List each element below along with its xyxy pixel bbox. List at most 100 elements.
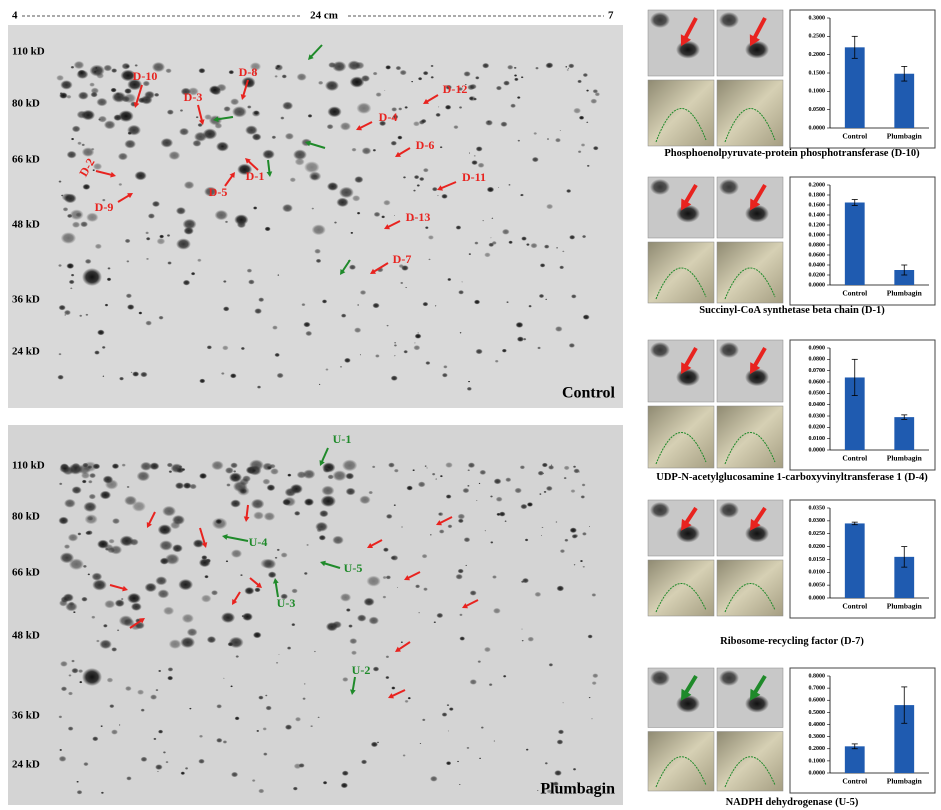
gel-spot [422,302,428,307]
gel-spot [394,469,399,473]
gel-spot [591,593,596,597]
gel-spot [375,354,380,358]
gel-spot [76,781,79,783]
gel-spot [570,527,577,533]
gel-spot [484,252,490,257]
gel-spot [71,138,74,141]
gel-spot [91,148,95,151]
gel-spot [376,92,382,97]
gel-spot [435,113,440,117]
gel-spot [68,726,74,730]
gel-spot [264,512,276,521]
gel-spot [521,76,524,78]
bar [894,74,914,128]
gel-spot [559,265,564,269]
gel-spot [533,132,537,135]
gel-spot [58,353,61,355]
thumb-spot [676,525,700,543]
mw-label: 48 kD [12,219,40,231]
gel-spot [272,136,277,140]
gel-spot [87,465,92,469]
gel-spot [262,479,270,485]
gel-spot [77,111,88,119]
y-tick-label: 0.0700 [809,368,826,374]
gel-spot [223,280,227,283]
gel-spot [306,544,309,546]
gel-spot [209,85,221,94]
gel-spot [150,694,157,699]
gel-spot [391,375,398,380]
gel-spot [346,488,356,496]
gel-spot [396,66,402,70]
gel-spot [187,628,198,636]
gel-spot [245,125,258,135]
gel-spot [394,344,397,347]
gel-spot [349,638,357,644]
gel-spot [569,343,575,348]
gel-spot [223,306,230,311]
gel-spot [61,232,76,244]
gel-spot [373,149,377,152]
gel-spot [562,250,564,252]
gel-spot [317,717,319,719]
x-tick-label: Plumbagin [887,777,923,786]
gel-spot [521,236,527,240]
gel-spot [328,62,336,68]
gel-spot [361,760,367,765]
gel-spot [405,700,409,703]
gel-spot [354,176,363,183]
gel-spot [586,89,589,91]
gel-spot [502,349,507,353]
mw-label: 48 kD [12,630,40,642]
gel-spot [197,259,201,262]
gel-spot [112,463,120,469]
panel-caption: UDP-N-acetylglucosamine 1-carboxyvinyltr… [642,472,941,484]
gel-spot [141,757,148,762]
gel-spot [57,375,63,380]
gel-spot [223,678,225,679]
gel-spot [112,518,120,524]
gel-spot [414,342,416,343]
gel-spot [418,77,422,80]
gel-spot [489,683,493,686]
gel-spot [248,279,255,284]
gel-spot [82,268,102,286]
gel-spot [494,478,502,484]
mw-label: 66 kD [12,567,40,579]
gel-spot [204,575,208,578]
gel-spot [304,572,308,575]
gel-spot [566,69,568,71]
gel-spot [465,565,467,566]
gel-spot [535,67,539,70]
gel-spot [521,628,523,629]
gel-spot [482,63,489,69]
y-tick-label: 0.2000 [809,182,826,188]
y-tick-label: 0.0600 [809,252,826,258]
gel-spot [540,263,546,267]
gel-spot [207,345,212,349]
gel-spot [291,588,297,593]
gel-spot [377,741,379,743]
y-tick-label: 0.2000 [809,746,826,752]
gel-spot [341,314,347,318]
gel-spot [119,724,121,725]
thumb-spot [650,670,670,686]
gel-spot [545,299,547,301]
gel-spot [294,511,300,516]
mw-label: 24 kD [12,759,40,771]
x-tick-label: Plumbagin [887,289,923,298]
gel-spot [423,587,428,591]
gel-spot [360,354,361,355]
gel-spot [247,105,252,108]
gel-spot [586,121,588,123]
mw-label: 80 kD [12,511,40,523]
plumbagin-gel [8,425,623,805]
gel-spot [228,70,234,74]
gel-spot [382,596,386,599]
gel-spot [467,469,470,471]
gel-spot [590,99,597,104]
gel-spot [345,473,354,480]
gel-spot [441,194,448,199]
gel-spot [304,161,320,173]
gel-spot [357,304,359,305]
